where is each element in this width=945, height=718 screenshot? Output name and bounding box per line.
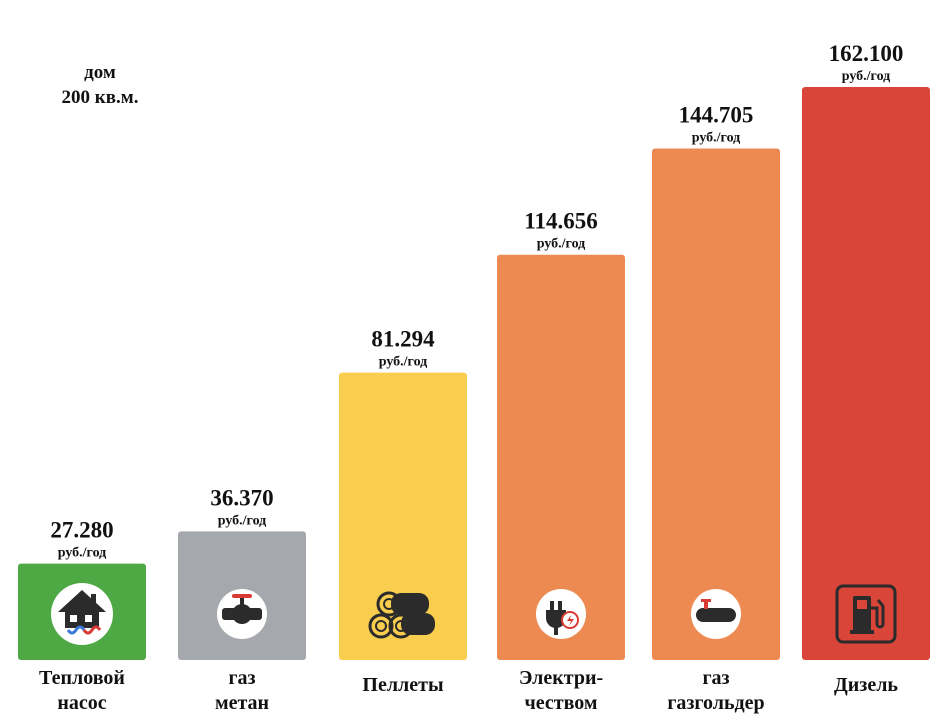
category-label-2-line-1: газ bbox=[228, 667, 255, 689]
bar-4 bbox=[497, 254, 625, 661]
unit-label-1: руб./год bbox=[58, 546, 107, 561]
unit-label-2: руб./год bbox=[218, 513, 267, 528]
bar-6 bbox=[802, 87, 930, 660]
value-label-5: 144.705 bbox=[679, 102, 754, 127]
category-label-5-line-2: газгольдер bbox=[667, 692, 764, 714]
category-label-2-line-2: метан bbox=[215, 692, 269, 714]
category-label-3-line-1: Пеллеты bbox=[362, 674, 444, 696]
note-line-2: 200 кв.м. bbox=[61, 87, 139, 108]
category-label-4-line-2: чеством bbox=[524, 692, 597, 714]
unit-label-4: руб./год bbox=[537, 237, 586, 252]
category-label-6-line-1: Дизель bbox=[834, 674, 898, 696]
category-label-1-line-2: насос bbox=[57, 692, 106, 714]
fuel-pump-icon bbox=[835, 584, 897, 644]
value-label-6: 162.100 bbox=[829, 41, 904, 66]
value-label-2: 36.370 bbox=[210, 485, 273, 510]
category-label-1-line-1: Тепловой bbox=[39, 667, 125, 689]
house-heat-pump-icon bbox=[51, 583, 113, 645]
wood-logs-icon bbox=[368, 591, 435, 639]
electric-plug-icon bbox=[536, 589, 586, 639]
value-label-4: 114.656 bbox=[524, 209, 597, 234]
gas-valve-icon bbox=[217, 589, 267, 639]
bar-5 bbox=[652, 148, 780, 660]
category-label-5-line-1: газ bbox=[702, 667, 729, 689]
bar-3 bbox=[339, 372, 467, 660]
chart-note: дом 200 кв.м. bbox=[20, 60, 180, 110]
value-label-1: 27.280 bbox=[50, 518, 113, 543]
gas-tank-icon bbox=[691, 589, 741, 639]
unit-label-3: руб./год bbox=[379, 355, 428, 370]
note-line-1: дом bbox=[84, 62, 116, 83]
category-label-4-line-1: Электри- bbox=[519, 667, 603, 689]
unit-label-5: руб./год bbox=[692, 130, 741, 145]
value-label-3: 81.294 bbox=[371, 327, 435, 352]
unit-label-6: руб./год bbox=[842, 69, 891, 84]
